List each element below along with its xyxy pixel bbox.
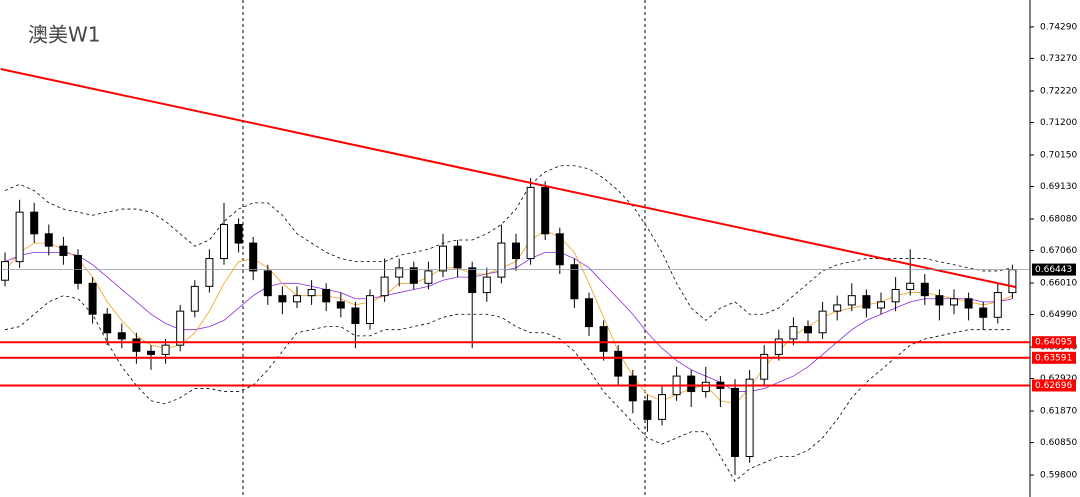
candle-body xyxy=(395,267,404,278)
candle-body xyxy=(891,288,900,303)
candle-body xyxy=(453,245,462,269)
candle-body xyxy=(132,338,141,352)
y-tick-label: 0.67060 xyxy=(1040,246,1077,256)
candle-body xyxy=(906,282,915,290)
indicator-line xyxy=(4,295,1013,482)
y-tick-label: 0.62920 xyxy=(1040,374,1077,384)
candle-body xyxy=(497,242,506,278)
current-price-label: 0.66443 xyxy=(1035,265,1072,275)
candle-body xyxy=(351,307,360,324)
candle-body xyxy=(380,276,389,297)
candle-body xyxy=(336,301,345,309)
candle-body xyxy=(935,295,944,306)
candle-body xyxy=(993,292,1002,318)
level-box xyxy=(1032,351,1076,364)
candle-body xyxy=(424,270,433,284)
candle-body xyxy=(599,326,608,352)
y-tick-label: 0.70150 xyxy=(1040,150,1077,160)
level-box xyxy=(1032,336,1076,349)
y-tick-label: 0.59800 xyxy=(1040,471,1077,481)
candle-body xyxy=(979,307,988,318)
candle-body xyxy=(15,211,24,263)
current-price-box xyxy=(1032,263,1076,276)
candle-body xyxy=(307,288,316,297)
candle-body xyxy=(614,350,623,377)
candle-body xyxy=(103,313,112,334)
indicator-line xyxy=(4,230,1013,405)
candle-body xyxy=(950,298,958,306)
y-tick-label: 0.60850 xyxy=(1040,438,1077,448)
level-label: 0.63591 xyxy=(1035,353,1072,363)
candle-body xyxy=(920,282,929,297)
y-tick-label: 0.64990 xyxy=(1040,310,1077,320)
candle-body xyxy=(760,353,769,380)
candle-body xyxy=(847,295,856,306)
candle-body xyxy=(964,298,973,309)
candle-body xyxy=(731,387,739,457)
candle-body xyxy=(322,288,331,303)
candle-body xyxy=(161,344,170,355)
candle-body xyxy=(833,304,842,312)
y-tick-label: 0.61870 xyxy=(1040,407,1077,417)
candle-body xyxy=(862,295,871,309)
candle-body xyxy=(220,224,228,260)
candle-body xyxy=(541,186,550,235)
candle-body xyxy=(147,350,155,355)
candle-body xyxy=(585,298,593,328)
candle-body xyxy=(804,326,812,334)
candle-body xyxy=(1,261,9,281)
candle-body xyxy=(745,378,754,457)
candle-body xyxy=(482,276,491,294)
candle-body xyxy=(30,211,39,235)
candle-body xyxy=(774,338,783,355)
candle-body xyxy=(59,245,68,256)
indicator-line xyxy=(4,165,1013,321)
y-tick-label: 0.72220 xyxy=(1040,86,1077,96)
candle-body xyxy=(263,270,272,297)
level-label: 0.62696 xyxy=(1035,381,1072,391)
candle-body xyxy=(789,326,798,340)
candle-body xyxy=(234,224,243,244)
level-box xyxy=(1032,379,1076,392)
candle-body xyxy=(555,233,564,266)
candle-body xyxy=(278,295,287,303)
candle-body xyxy=(570,264,579,300)
candle-body xyxy=(643,400,652,420)
candle-body xyxy=(44,233,53,247)
candle-body xyxy=(409,267,418,284)
candle-body xyxy=(117,332,126,340)
candle-body xyxy=(468,267,477,294)
candle-body xyxy=(512,242,520,260)
candle-body xyxy=(658,394,666,420)
chart-title: 澳美W1 xyxy=(28,23,101,47)
y-tick-label: 0.74290 xyxy=(1040,22,1077,32)
candle-body xyxy=(88,282,97,315)
candle-body xyxy=(818,310,827,334)
y-tick-label: 0.73270 xyxy=(1040,54,1077,64)
candle-body xyxy=(190,285,199,312)
candle-body xyxy=(366,295,374,324)
trendline xyxy=(0,67,1016,288)
candle-body xyxy=(293,295,301,303)
candle-body xyxy=(687,375,696,393)
candle-body xyxy=(526,186,535,260)
candle-body xyxy=(176,310,185,346)
candle-body xyxy=(701,381,710,393)
candle-body xyxy=(205,258,214,287)
y-tick-label: 0.66010 xyxy=(1040,278,1077,288)
candle-body xyxy=(877,301,885,309)
y-tick-label: 0.69130 xyxy=(1040,182,1077,192)
y-tick-label: 0.68080 xyxy=(1040,214,1077,224)
candle-body xyxy=(249,242,258,272)
candle-body xyxy=(628,375,637,402)
candle-body xyxy=(1008,269,1017,294)
candle-body xyxy=(439,245,447,272)
level-label: 0.64095 xyxy=(1035,338,1072,348)
y-tick-label: 0.71200 xyxy=(1040,118,1077,128)
